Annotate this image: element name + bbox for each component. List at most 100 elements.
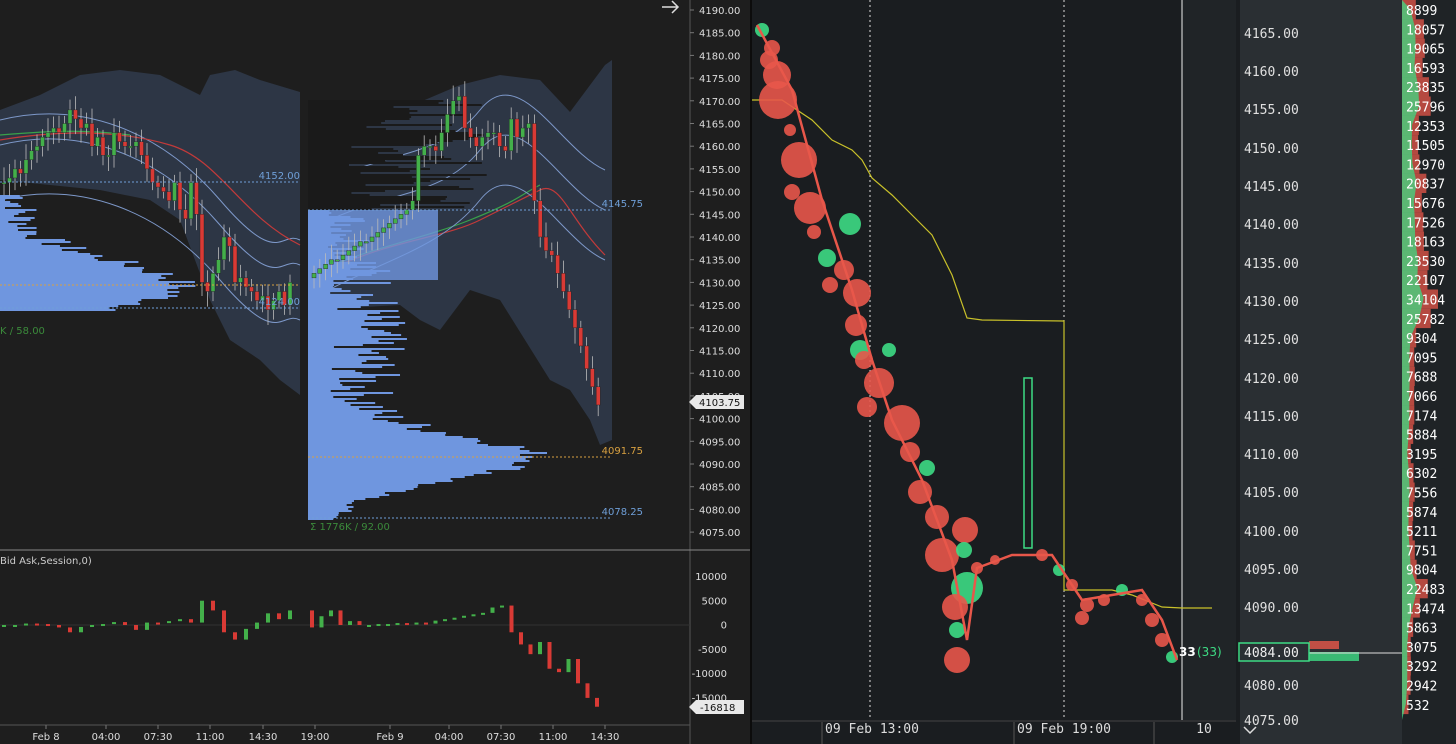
- candlestick-chart[interactable]: 4152.00 4124.00 4145.75 4091.75 4078.25 K / 5…: [0, 0, 750, 744]
- volume-profile: [0, 100, 548, 520]
- trade-size-label: 33: [1179, 645, 1196, 659]
- volume-value: 7066: [1406, 390, 1437, 405]
- trade-bubble: [839, 213, 861, 235]
- vwap-line: [752, 99, 1212, 609]
- price-axis-ladder[interactable]: 4165.00 4160.00 4155.00 4150.00 4145.00 4140.…: [1244, 27, 1299, 729]
- trade-bubble: [1155, 633, 1169, 647]
- indicator-label: Bid Ask,Session,0): [0, 556, 92, 567]
- time-tick-label: 07:30: [487, 732, 516, 743]
- indicator-tick-label: 5000: [702, 596, 727, 607]
- volume-value: 7174: [1406, 409, 1437, 424]
- price-tick-label: 4185.00: [699, 29, 740, 40]
- trade-bubble: [855, 351, 873, 369]
- volume-value: 532: [1406, 699, 1429, 714]
- trade-bubble: [807, 225, 821, 239]
- price-ladder-label: 4140.00: [1244, 218, 1299, 233]
- level-lines: 4152.00 4124.00 4145.75 4091.75 4078.25 K / 5…: [0, 171, 643, 533]
- volume-value: 34104: [1406, 294, 1445, 309]
- trade-bubble: [784, 124, 796, 136]
- volume-value: 25782: [1406, 313, 1445, 328]
- price-tick-label: 4120.00: [699, 324, 740, 335]
- price-ladder-label: 4155.00: [1244, 103, 1299, 118]
- volume-value: 5211: [1406, 525, 1437, 540]
- trade-bubble: [834, 260, 854, 280]
- price-ladder-label: 4075.00: [1244, 714, 1299, 729]
- level-label: 4078.25: [602, 507, 643, 518]
- cumulative-delta-indicator: [0, 600, 690, 707]
- trade-bubbles: [755, 23, 1179, 673]
- bubble-chart[interactable]: 33 (33) 4165.00 4160.00 4155.00 4150.00 4145…: [752, 0, 1456, 744]
- price-ladder-label: 4090.00: [1244, 601, 1299, 616]
- volume-value: 7095: [1406, 351, 1437, 366]
- indicator-tick-label: -5000: [698, 645, 727, 656]
- volume-value: 7556: [1406, 487, 1437, 502]
- time-axis[interactable]: 09 Feb 13:00 09 Feb 19:00 10: [821, 722, 1212, 744]
- price-ladder-label: 4080.00: [1244, 679, 1299, 694]
- price-tick-label: 4100.00: [699, 415, 740, 426]
- price-tick-label: 4075.00: [699, 528, 740, 539]
- profile-stat-2: Σ 1776K / 92.00: [310, 522, 390, 533]
- price-ladder-label: 4095.00: [1244, 563, 1299, 578]
- order-flow-chart[interactable]: 33 (33) 4165.00 4160.00 4155.00 4150.00 4145…: [752, 0, 1456, 744]
- current-price-tag: 4103.75: [689, 395, 744, 409]
- volume-value: 23835: [1406, 81, 1445, 96]
- indicator-tick-label: 10000: [695, 572, 727, 583]
- trade-bubble: [956, 542, 972, 558]
- price-ladder-label: 4165.00: [1244, 27, 1299, 42]
- pane-divider[interactable]: [750, 0, 752, 744]
- time-tick-label: 10: [1196, 722, 1212, 737]
- trade-bubble: [759, 81, 797, 119]
- volume-value: 5874: [1406, 506, 1437, 521]
- trade-bubble: [900, 442, 920, 462]
- price-ladder-label: 4160.00: [1244, 65, 1299, 80]
- price-tick-label: 4095.00: [699, 437, 740, 448]
- trade-bubble: [857, 397, 877, 417]
- trade-bubble: [949, 622, 965, 638]
- price-tick-label: 4180.00: [699, 51, 740, 62]
- volume-value: 3075: [1406, 641, 1437, 656]
- volume-value: 3195: [1406, 448, 1437, 463]
- price-tick-label: 4110.00: [699, 369, 740, 380]
- chevron-down-icon[interactable]: [1243, 726, 1257, 735]
- price-ladder-label: 4100.00: [1244, 525, 1299, 540]
- volume-value: 2942: [1406, 680, 1437, 695]
- price-ladder-label: 4150.00: [1244, 142, 1299, 157]
- indicator-axis[interactable]: 10000 5000 0 -5000 -10000 -15000: [692, 572, 727, 705]
- indicator-tick-label: 0: [721, 621, 727, 632]
- price-tick-label: 4155.00: [699, 165, 740, 176]
- trade-bubble: [1080, 598, 1094, 612]
- time-tick-label: 14:30: [249, 732, 278, 743]
- main-price-chart[interactable]: 4152.00 4124.00 4145.75 4091.75 4078.25 K / 5…: [0, 0, 750, 744]
- volume-value: 13474: [1406, 602, 1445, 617]
- time-tick-label: 14:30: [591, 732, 620, 743]
- trade-bubble: [944, 647, 970, 673]
- price-tick-label: 4165.00: [699, 120, 740, 131]
- volume-value: 23530: [1406, 255, 1445, 270]
- volume-value: 15676: [1406, 197, 1445, 212]
- volume-value: 22107: [1406, 274, 1445, 289]
- time-axis[interactable]: Feb 8 04:00 07:30 11:00 14:30 19:00 Feb 9 04:00…: [32, 725, 619, 743]
- price-ladder-label: 4130.00: [1244, 295, 1299, 310]
- price-axis[interactable]: 4190.00 4185.00 4180.00 4175.00 4170.00 4165.…: [690, 6, 740, 539]
- trade-bubble: [942, 594, 968, 620]
- current-price-text: 4084.00: [1244, 646, 1299, 661]
- price-tick-label: 4115.00: [699, 347, 740, 358]
- volume-value: 22483: [1406, 583, 1445, 598]
- trade-bubble: [1075, 611, 1089, 625]
- time-tick-label: 19:00: [301, 732, 330, 743]
- time-tick-label: 04:00: [435, 732, 464, 743]
- trade-bubble: [794, 192, 826, 224]
- price-tick-label: 4150.00: [699, 188, 740, 199]
- price-tick-label: 4145.00: [699, 210, 740, 221]
- trade-bubble: [818, 249, 836, 267]
- level-label: 4124.00: [259, 297, 300, 308]
- price-tick-label: 4140.00: [699, 233, 740, 244]
- price-tick-label: 4170.00: [699, 97, 740, 108]
- price-tick-label: 4130.00: [699, 278, 740, 289]
- arrow-right-icon[interactable]: [662, 0, 680, 14]
- trade-bubble: [1145, 613, 1159, 627]
- volume-value: 25796: [1406, 101, 1445, 116]
- time-tick-label: 09 Feb 19:00: [1017, 722, 1111, 737]
- time-tick-label: 07:30: [144, 732, 173, 743]
- indicator-current-tag: -16818: [689, 700, 744, 714]
